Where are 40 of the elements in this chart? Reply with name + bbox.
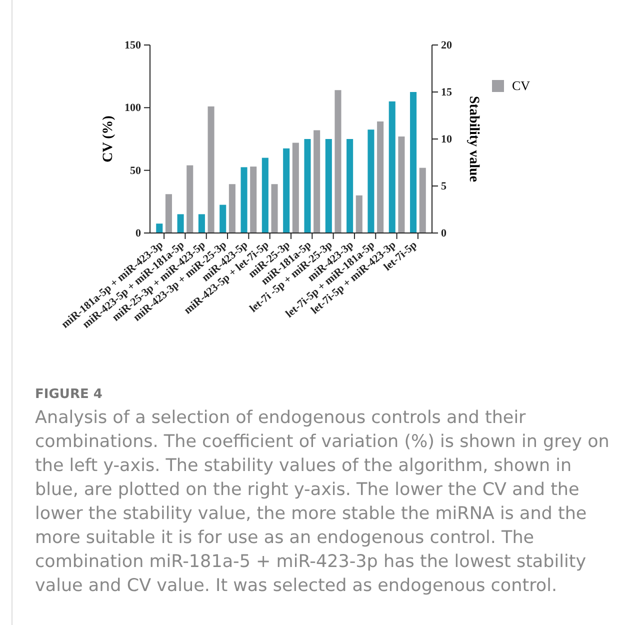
bar: [198, 214, 205, 233]
bar: [208, 106, 214, 233]
y2-tick-label: 0: [441, 228, 447, 240]
bar: [398, 136, 405, 233]
bar: [177, 214, 184, 233]
y-tick-label: 0: [136, 228, 142, 240]
y2-axis-title: Stability value: [466, 96, 481, 182]
caption: FIGURE 4: [35, 387, 102, 402]
y2-tick-label: 5: [441, 180, 447, 193]
bar: [250, 166, 257, 233]
text: Analysis of a selection of endogenous controls and their combinations. The coefficient of variation (%) is shown in grey on the left y-axis. The stability values of the algorithm, shown in blue, are plotted on the right y-axis. The lower the CV and the lower the stability value, the more stable the miRNA is and the more suitable it is for use as an endogenous control. The combination miR-181a-5 + miR-423-3p has the lowest stability value and CV value. It was selected as endogenous control.: [35, 408, 610, 596]
bar: [377, 121, 384, 233]
bar: [388, 101, 396, 233]
bar: [186, 165, 194, 233]
bar: [165, 194, 172, 233]
bar: [262, 158, 268, 233]
y2-tick-label: 10: [441, 134, 452, 146]
bar: [283, 148, 290, 233]
y2-tick-label: 20: [441, 40, 452, 52]
bar: [325, 139, 332, 233]
bar: [356, 195, 362, 233]
bar: [346, 139, 354, 233]
legend-label: CV: [512, 78, 531, 93]
bar: [228, 184, 236, 233]
bar: [410, 92, 417, 233]
y-tick-label: 150: [124, 40, 142, 52]
y-tick-label: 50: [130, 164, 142, 177]
bar: [156, 224, 163, 233]
bar: [314, 130, 320, 233]
y2-tick-label: 15: [441, 86, 452, 99]
bar: [240, 167, 248, 233]
bar: [220, 204, 226, 233]
bar: [419, 168, 426, 233]
bar: [292, 142, 299, 233]
y-axis-title: CV (%): [101, 115, 116, 162]
bar: [368, 130, 374, 233]
bar: [334, 90, 342, 233]
bar: [271, 184, 278, 233]
bar: [304, 139, 311, 233]
y-tick-label: 100: [124, 102, 142, 114]
